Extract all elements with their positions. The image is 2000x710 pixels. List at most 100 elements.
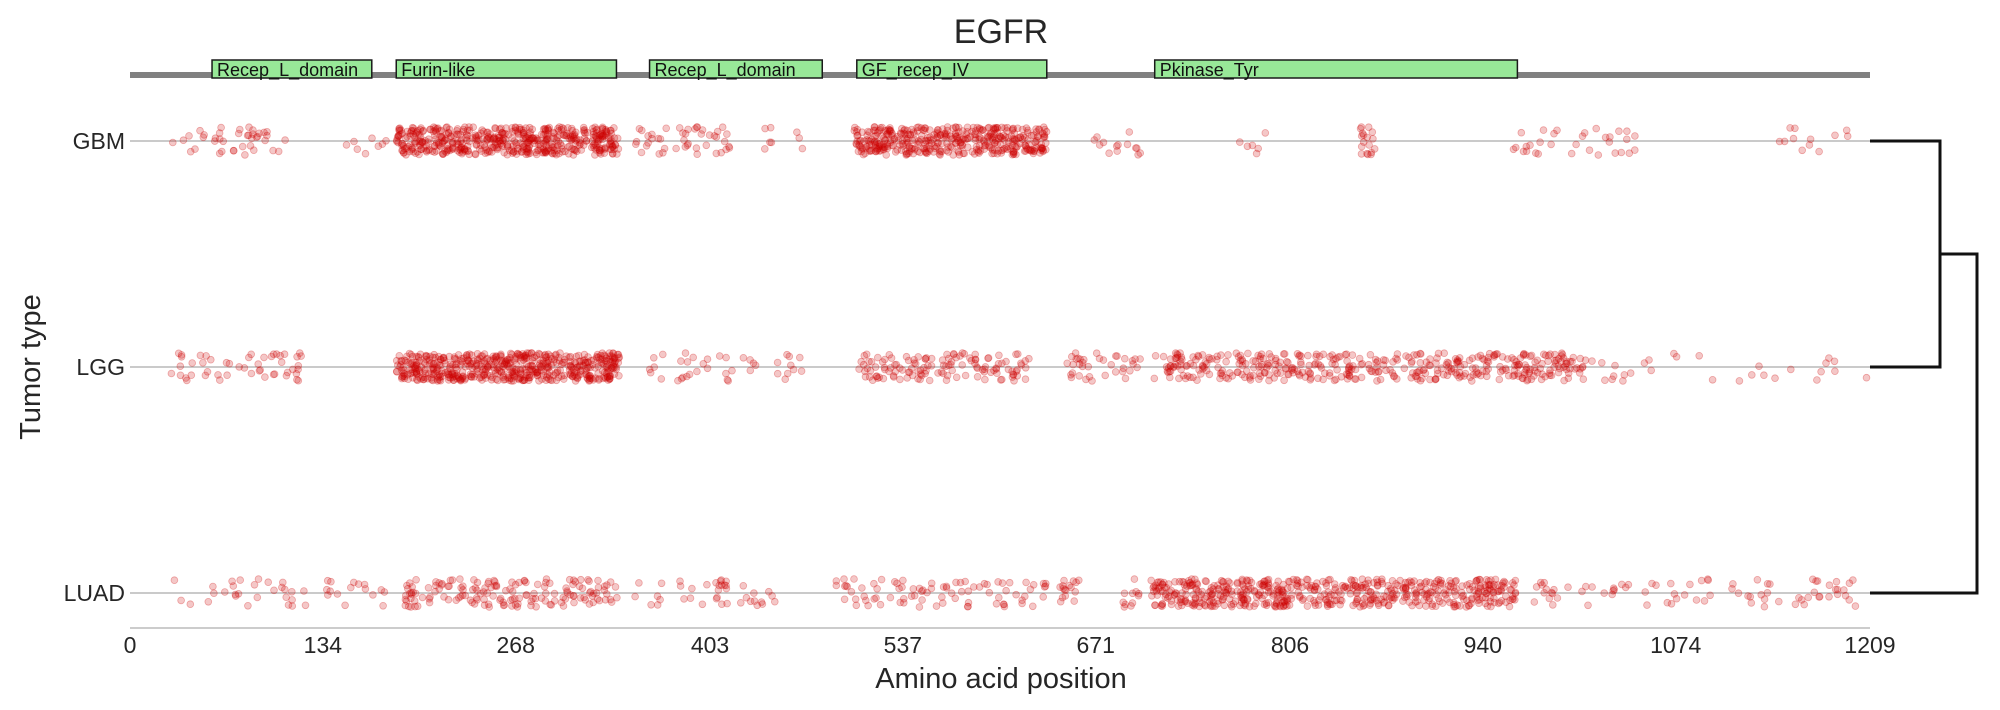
mutation-point: [260, 353, 268, 362]
mutation-point: [1358, 359, 1367, 368]
mutation-point: [567, 136, 575, 144]
mutation-point: [876, 600, 885, 609]
mutation-point: [1126, 366, 1134, 375]
mutation-point: [958, 142, 967, 150]
mutation-point: [739, 581, 748, 590]
mutation-point: [413, 361, 421, 370]
mutation-point: [406, 141, 414, 149]
mutation-point: [495, 125, 504, 133]
mutation-point: [635, 579, 643, 587]
mutation-point: [447, 132, 455, 141]
mutation-point: [519, 126, 528, 134]
domain-box: [856, 59, 1048, 79]
mutation-point: [1275, 586, 1283, 595]
mutation-point: [512, 367, 521, 376]
mutation-point: [989, 124, 998, 132]
mutation-point: [1356, 124, 1365, 133]
mutation-point: [962, 130, 971, 139]
mutation-point: [1029, 580, 1038, 589]
mutation-point: [608, 143, 617, 151]
mutation-point: [1365, 141, 1373, 149]
mutation-point: [1584, 601, 1592, 610]
mutation-point: [1549, 601, 1557, 609]
mutation-point: [1789, 134, 1798, 143]
mutation-point: [288, 596, 296, 604]
mutation-point: [1490, 594, 1498, 602]
mutation-point: [855, 137, 864, 145]
mutation-point: [395, 132, 403, 140]
mutation-point: [406, 129, 415, 138]
mutation-point: [443, 147, 452, 155]
mutation-point: [294, 376, 303, 385]
mutation-point: [1105, 149, 1113, 158]
mutation-point: [382, 137, 390, 145]
mutation-point: [415, 131, 424, 139]
mutation-point: [565, 575, 574, 584]
mutation-point: [544, 130, 552, 138]
mutation-point: [457, 143, 466, 152]
mutation-point: [519, 129, 528, 137]
mutation-point: [1708, 375, 1717, 384]
mutation-point: [910, 591, 919, 600]
mutation-point: [1009, 148, 1018, 157]
mutation-point: [405, 147, 414, 156]
mutation-point: [1343, 374, 1352, 383]
mutation-point: [941, 131, 950, 140]
mutation-point: [1527, 375, 1536, 384]
mutation-point: [877, 132, 886, 141]
mutation-point: [400, 366, 408, 375]
mutation-point: [568, 126, 577, 135]
mutation-point: [1130, 575, 1139, 583]
mutation-point: [443, 144, 452, 153]
mutation-point: [957, 587, 966, 596]
mutation-point: [1506, 585, 1514, 594]
mutation-point: [958, 135, 967, 144]
mutation-point: [250, 146, 258, 155]
mutation-point: [1546, 366, 1554, 375]
mutation-point: [1495, 598, 1504, 607]
mutation-point: [552, 150, 561, 159]
mutation-point: [948, 143, 956, 152]
mutation-point: [693, 123, 702, 131]
mutation-point: [1012, 367, 1021, 376]
mutation-point: [935, 150, 944, 158]
mutation-point: [477, 373, 485, 382]
mutation-point: [543, 146, 551, 155]
mutation-point: [1114, 141, 1122, 149]
mutation-point: [379, 601, 387, 610]
mutation-point: [793, 128, 801, 137]
mutation-point: [931, 144, 940, 153]
mutation-point: [879, 374, 888, 383]
x-tick-label: 268: [497, 632, 535, 658]
mutation-point: [534, 136, 543, 145]
mutation-point: [856, 136, 865, 145]
mutation-point: [204, 597, 213, 606]
mutation-point: [457, 144, 465, 152]
mutation-point: [864, 127, 872, 136]
mutation-point: [525, 140, 534, 149]
mutation-point: [1700, 597, 1709, 605]
mutation-point: [417, 145, 425, 154]
mutation-point: [565, 362, 573, 371]
mutation-point: [1014, 134, 1023, 142]
mutation-point: [1013, 124, 1022, 133]
mutation-point: [494, 144, 503, 152]
mutation-point: [543, 132, 551, 141]
mutation-point: [592, 135, 601, 143]
mutation-point: [656, 135, 665, 143]
y-tick-label: GBM: [73, 128, 125, 154]
mutation-point: [1000, 136, 1008, 144]
mutation-point: [1760, 602, 1769, 611]
mutation-point: [598, 129, 606, 138]
mutation-point: [512, 150, 521, 158]
mutation-point: [751, 361, 760, 370]
mutation-point: [601, 125, 610, 134]
mutation-point: [484, 132, 492, 141]
mutation-point: [997, 123, 1006, 132]
mutation-point: [1390, 372, 1398, 381]
mutation-point: [1813, 376, 1821, 384]
mutation-point: [980, 367, 988, 376]
mutation-point: [1271, 602, 1279, 611]
mutation-point: [506, 349, 515, 358]
mutation-point: [514, 350, 523, 359]
